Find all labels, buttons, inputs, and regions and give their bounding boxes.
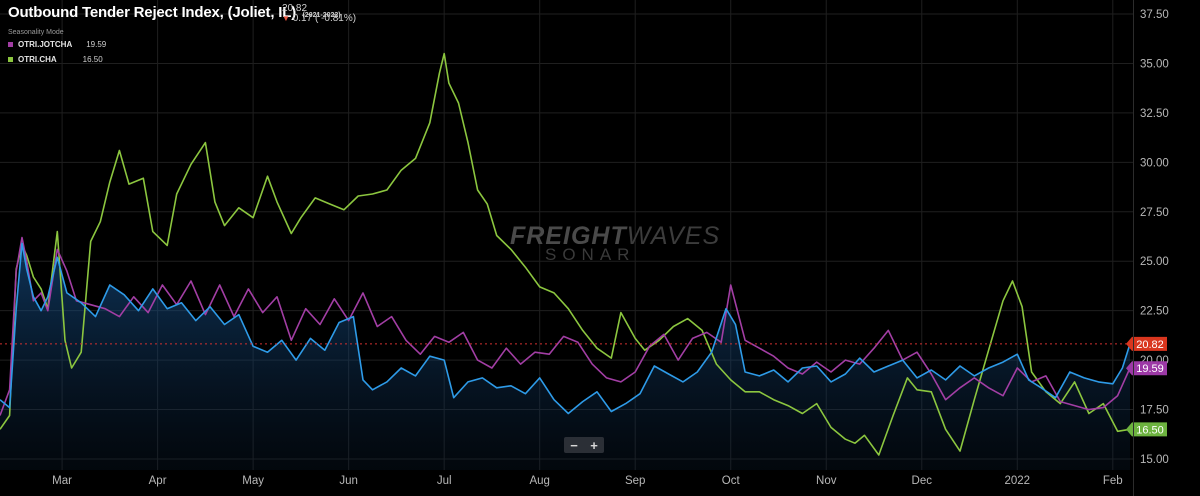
series-line-jotcha — [0, 236, 1131, 416]
x-tick-label: Apr — [149, 475, 167, 487]
y-tick-label: 32.50 — [1140, 108, 1169, 120]
date-range: (2021-2022) — [302, 12, 341, 19]
x-tick-label: May — [242, 475, 264, 487]
last-value: 20.82 — [282, 3, 308, 14]
x-tick-label: Feb — [1103, 475, 1123, 487]
y-tick-label: 37.50 — [1140, 9, 1169, 21]
x-tick-label: Jun — [339, 475, 358, 487]
x-tick-label: Mar — [52, 475, 72, 487]
chart-title: Outbound Tender Reject Index, (Joliet, I… — [8, 4, 297, 21]
down-arrow-icon: ▼ — [282, 14, 290, 23]
y-tick-label: 17.50 — [1140, 405, 1169, 417]
legend-item-cha[interactable]: OTRI.CHA 16.50 — [8, 55, 103, 64]
series-line-cha — [0, 52, 1131, 456]
change-value: 0.17 ( -0.81%) — [292, 13, 357, 24]
seasonality-mode-label: Seasonality Mode — [8, 29, 64, 36]
x-tick-label: Nov — [816, 475, 837, 487]
series-line-current — [0, 242, 1131, 415]
y-tick-label: 15.00 — [1140, 454, 1169, 466]
current-series-area — [0, 243, 1130, 470]
zoom-control: − + — [564, 437, 604, 453]
y-axis-separator — [1133, 0, 1134, 496]
legend-label: OTRI.CHA — [18, 55, 57, 64]
legend-value: 19.59 — [86, 40, 107, 49]
zoom-in-button[interactable]: + — [590, 437, 598, 453]
badge-cha-text: 16.50 — [1136, 424, 1164, 436]
x-tick-label: Aug — [529, 475, 549, 487]
legend-swatch — [8, 57, 13, 62]
y-tick-label: 25.00 — [1140, 256, 1169, 268]
y-tick-label: 30.00 — [1140, 157, 1169, 169]
x-tick-label: Dec — [912, 475, 933, 487]
y-tick-label: 22.50 — [1140, 306, 1169, 318]
watermark-brand: FREIGHTWAVES — [510, 222, 720, 251]
quote-block: 20.82 ▼ 0.17 ( -0.81%) — [282, 4, 356, 24]
legend-item-jotcha[interactable]: OTRI.JOTCHA 19.59 — [8, 40, 106, 49]
x-tick-label: Sep — [625, 475, 645, 487]
legend-label: OTRI.JOTCHA — [18, 40, 73, 49]
watermark-light: WAVES — [626, 222, 721, 250]
x-tick-label: Jul — [437, 475, 452, 487]
legend-value: 16.50 — [82, 55, 103, 64]
y-tick-label: 27.50 — [1140, 207, 1169, 219]
watermark-bold: FREIGHT — [510, 222, 627, 250]
y-tick-label: 35.00 — [1140, 58, 1169, 70]
badge-jotcha-text: 19.59 — [1136, 363, 1164, 375]
badge-cha — [1126, 422, 1167, 437]
badge-jotcha — [1126, 361, 1167, 376]
legend-swatch — [8, 42, 13, 47]
badge-current — [1126, 336, 1167, 351]
chart-header: Outbound Tender Reject Index, (Joliet, I… — [8, 4, 341, 22]
x-tick-label: 2022 — [1004, 475, 1030, 487]
badge-current-text: 20.82 — [1136, 339, 1164, 351]
watermark-product: SONAR — [545, 245, 636, 264]
x-tick-label: Oct — [722, 475, 741, 487]
zoom-out-button[interactable]: − — [570, 437, 578, 453]
